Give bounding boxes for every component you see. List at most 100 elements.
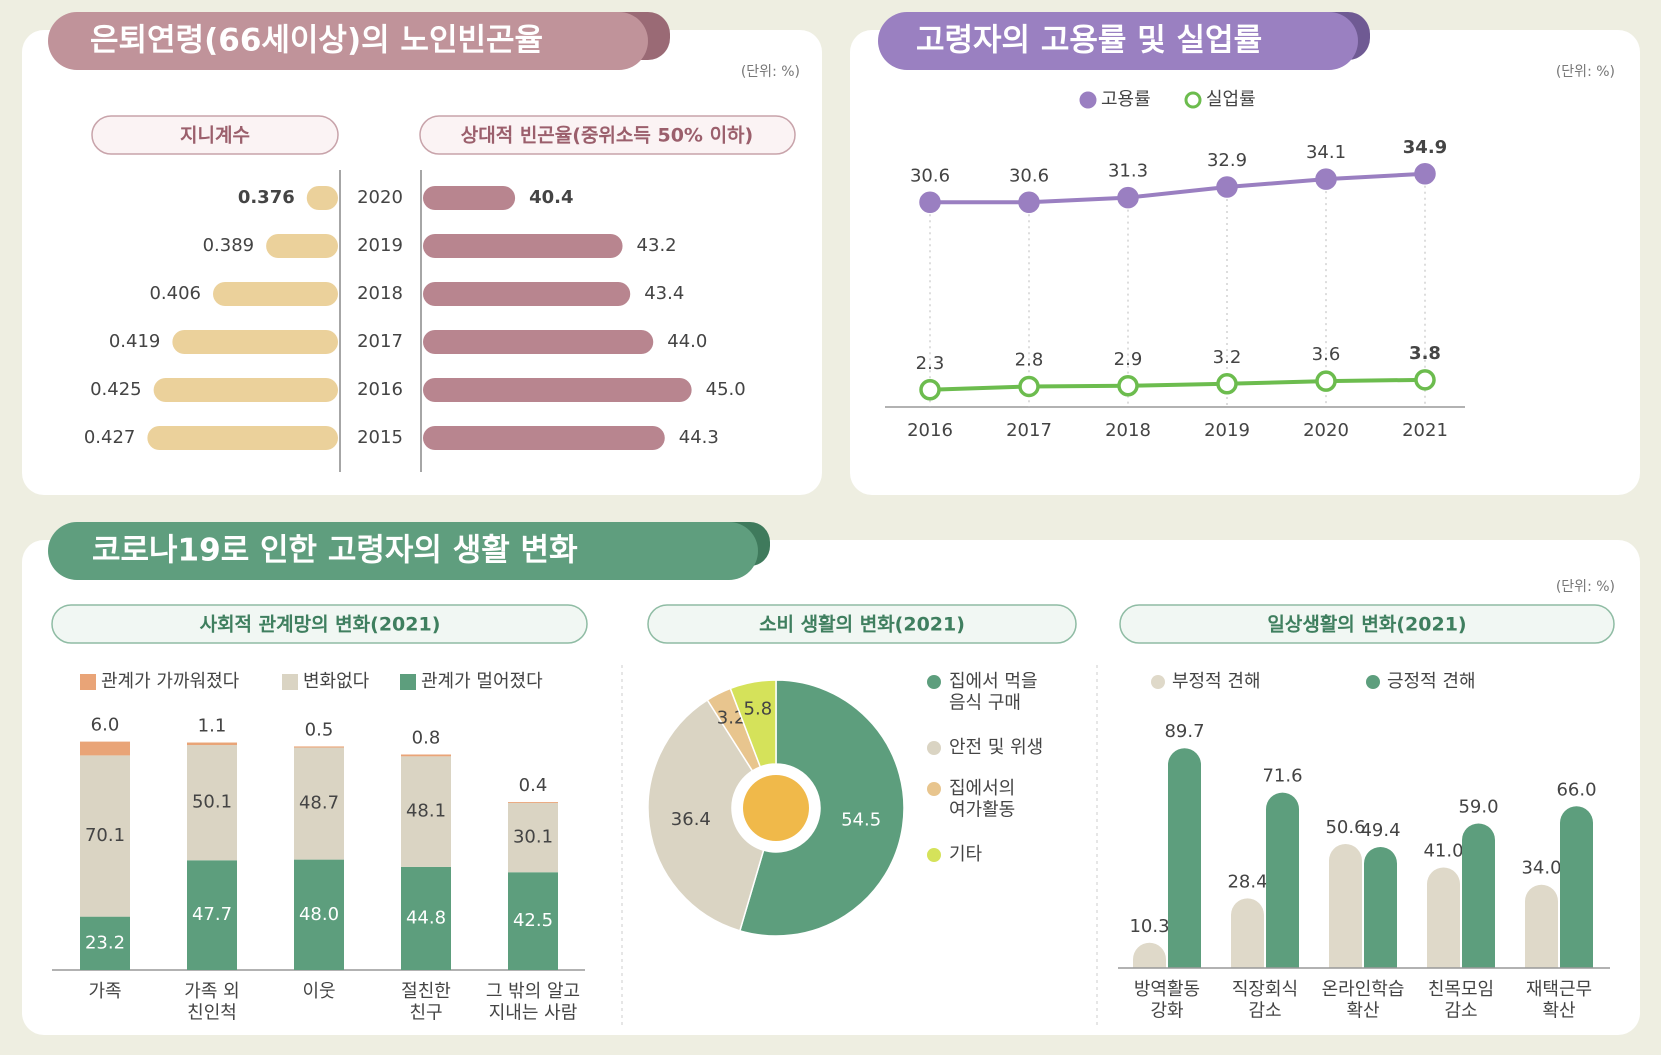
value-label: 32.9 bbox=[1207, 150, 1247, 171]
point bbox=[1317, 170, 1335, 188]
bar bbox=[1168, 748, 1201, 968]
x-tick-label: 2017 bbox=[1006, 420, 1052, 441]
value-label: 0.376 bbox=[238, 187, 295, 208]
legend-label: 고용률 bbox=[1101, 89, 1151, 110]
unit: (단위: %) bbox=[741, 64, 800, 80]
value-label: 42.5 bbox=[513, 910, 553, 931]
legend-marker bbox=[927, 741, 941, 755]
legend-marker bbox=[1151, 675, 1165, 689]
section-title: 고령자의 고용률 및 실업률 bbox=[916, 23, 1262, 59]
value-label: 0.4 bbox=[519, 775, 548, 796]
category-label: 이웃 bbox=[302, 981, 335, 1002]
value-label: 1.1 bbox=[198, 716, 227, 737]
legend-label: 안전 및 위생 bbox=[949, 737, 1043, 758]
chart-title: 일상생활의 변화(2021) bbox=[1267, 614, 1466, 636]
value-label: 71.6 bbox=[1262, 766, 1302, 787]
value-label: 47.7 bbox=[192, 904, 232, 925]
value-label: 89.7 bbox=[1164, 721, 1204, 742]
point bbox=[1416, 371, 1434, 389]
legend-marker bbox=[1186, 93, 1200, 107]
legend-label: 기타 bbox=[949, 844, 983, 865]
value-label: 31.3 bbox=[1108, 161, 1148, 182]
category-label: 2020 bbox=[357, 187, 403, 208]
value-label: 34.1 bbox=[1306, 142, 1346, 163]
value-label: 70.1 bbox=[85, 825, 125, 846]
category-label: 2018 bbox=[357, 283, 403, 304]
value-label: 0.8 bbox=[412, 727, 441, 748]
unit: (단위: %) bbox=[1556, 64, 1615, 80]
value-label: 0.406 bbox=[149, 283, 201, 304]
legend-label: 긍정적 견해 bbox=[1387, 671, 1476, 692]
x-tick-label: 2019 bbox=[1204, 420, 1250, 441]
value-label: 0.389 bbox=[203, 235, 255, 256]
value-label: 10.3 bbox=[1129, 916, 1169, 937]
x-tick-label: 2020 bbox=[1303, 420, 1349, 441]
bar-segment bbox=[187, 743, 237, 746]
value-label: 36.4 bbox=[671, 809, 711, 830]
bar bbox=[172, 330, 338, 354]
bar bbox=[1231, 898, 1264, 968]
bar bbox=[213, 282, 338, 306]
legend-marker bbox=[1081, 93, 1095, 107]
bar-segment bbox=[401, 754, 451, 756]
legend-marker bbox=[282, 674, 298, 690]
bar bbox=[423, 426, 665, 450]
point bbox=[1416, 165, 1434, 183]
category-label: 가족 bbox=[88, 981, 121, 1002]
value-label: 59.0 bbox=[1458, 796, 1498, 817]
infographic: 은퇴연령(66세이상)의 노인빈곤율 (단위: %) 고령자의 고용률 및 실업… bbox=[0, 0, 1661, 1055]
value-label: 23.2 bbox=[85, 932, 125, 953]
value-label: 30.6 bbox=[1009, 165, 1049, 186]
value-label: 6.0 bbox=[91, 715, 120, 736]
value-label: 43.2 bbox=[637, 235, 677, 256]
bar bbox=[1266, 793, 1299, 968]
value-label: 34.0 bbox=[1521, 858, 1561, 879]
legend-marker bbox=[400, 674, 416, 690]
value-label: 3.6 bbox=[1312, 344, 1341, 365]
point bbox=[1020, 193, 1038, 211]
bar-segment bbox=[508, 802, 558, 803]
category-label: 가족 외친인척 bbox=[184, 981, 239, 1024]
bar bbox=[423, 186, 515, 210]
bar bbox=[423, 282, 630, 306]
unit: (단위: %) bbox=[1556, 579, 1615, 595]
bar bbox=[307, 186, 338, 210]
page: 은퇴연령(66세이상)의 노인빈곤율 (단위: %) 고령자의 고용률 및 실업… bbox=[0, 0, 1661, 1055]
bar bbox=[423, 378, 692, 402]
value-label: 49.4 bbox=[1360, 820, 1400, 841]
value-label: 0.419 bbox=[109, 331, 161, 352]
bar bbox=[154, 378, 338, 402]
legend-label: 관계가 멀어졌다 bbox=[421, 671, 543, 692]
bar bbox=[1329, 844, 1362, 968]
value-label: 44.0 bbox=[667, 331, 707, 352]
point bbox=[1218, 375, 1236, 393]
value-label: 28.4 bbox=[1227, 871, 1267, 892]
value-label: 30.1 bbox=[513, 827, 553, 848]
legend-marker bbox=[927, 675, 941, 689]
category-label: 2015 bbox=[357, 427, 403, 448]
legend-label: 관계가 가까워졌다 bbox=[101, 671, 240, 692]
category-label: 2016 bbox=[357, 379, 403, 400]
value-label: 48.0 bbox=[299, 904, 339, 925]
value-label: 48.7 bbox=[299, 793, 339, 814]
legend-marker bbox=[927, 848, 941, 862]
value-label: 45.0 bbox=[706, 379, 746, 400]
point bbox=[921, 193, 939, 211]
category-label: 2019 bbox=[357, 235, 403, 256]
x-tick-label: 2018 bbox=[1105, 420, 1151, 441]
bar-segment bbox=[294, 746, 344, 747]
value-label: 66.0 bbox=[1556, 779, 1596, 800]
chart-title: 소비 생활의 변화(2021) bbox=[759, 614, 965, 636]
bar bbox=[423, 234, 623, 258]
bar bbox=[1525, 885, 1558, 968]
bar bbox=[1427, 868, 1460, 968]
legend-label: 변화없다 bbox=[303, 671, 370, 692]
point bbox=[1119, 377, 1137, 395]
section-title: 코로나19로 인한 고령자의 생활 변화 bbox=[92, 533, 578, 569]
legend-label: 실업률 bbox=[1206, 89, 1256, 110]
value-label: 30.6 bbox=[910, 165, 950, 186]
value-label: 48.1 bbox=[406, 801, 446, 822]
donut-icon bbox=[743, 775, 809, 841]
value-label: 43.4 bbox=[644, 283, 684, 304]
category-label: 그 밖의 알고지내는 사람 bbox=[486, 981, 580, 1024]
